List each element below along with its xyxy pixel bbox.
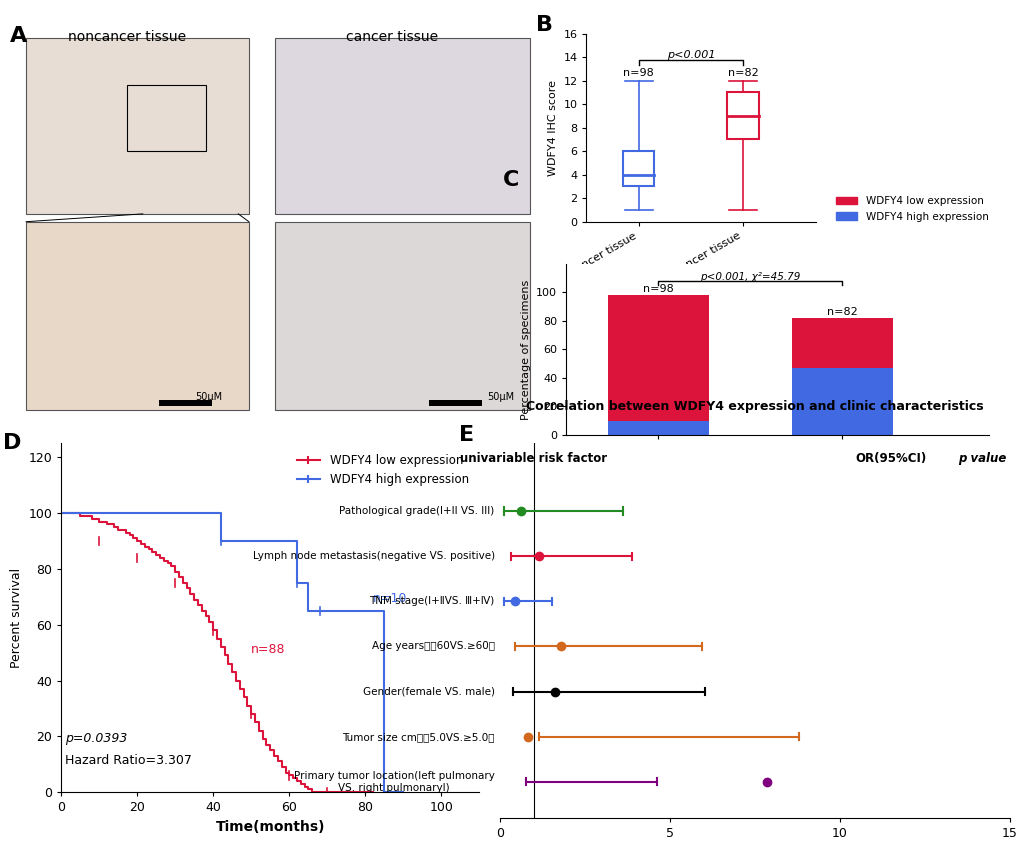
Text: Lymph node metastasis(negative VS. positive): Lymph node metastasis(negative VS. posit… — [253, 551, 494, 561]
Legend: WDFY4 low expression, WDFY4 high expression: WDFY4 low expression, WDFY4 high express… — [291, 449, 473, 491]
Text: n=82: n=82 — [826, 307, 857, 317]
Bar — [159, 400, 212, 406]
Text: A: A — [10, 26, 28, 46]
Y-axis label: Percentage of specimens: Percentage of specimens — [520, 279, 530, 419]
Bar — [791, 318, 892, 368]
Text: Correlation between WDFY4 expression and clinic characteristics: Correlation between WDFY4 expression and… — [526, 400, 982, 413]
Text: Gender(female VS. male): Gender(female VS. male) — [363, 686, 494, 697]
Bar — [607, 420, 708, 435]
Text: p value: p value — [958, 452, 1006, 466]
Text: Primary tumor location(left pulmonary
VS. right pulmonaryl): Primary tumor location(left pulmonary VS… — [293, 771, 494, 793]
Text: cancer tissue: cancer tissue — [345, 30, 438, 44]
Text: OR(95%CI): OR(95%CI) — [854, 452, 925, 466]
Bar — [429, 400, 482, 406]
Text: p<0.001: p<0.001 — [665, 50, 714, 60]
Text: D: D — [3, 433, 21, 453]
Legend: WDFY4 low expression, WDFY4 high expression: WDFY4 low expression, WDFY4 high express… — [832, 192, 991, 226]
Bar — [623, 152, 653, 187]
Y-axis label: Percent survival: Percent survival — [10, 567, 22, 668]
Text: Age years（＜60VS.≥60）: Age years（＜60VS.≥60） — [371, 641, 494, 652]
Text: B: B — [536, 15, 552, 34]
Text: n=10: n=10 — [373, 592, 407, 605]
Bar — [607, 295, 708, 420]
Text: 50μM: 50μM — [195, 392, 222, 402]
Bar — [791, 368, 892, 435]
Text: TNM stage(I+ⅡVS. Ⅲ+Ⅳ): TNM stage(I+ⅡVS. Ⅲ+Ⅳ) — [369, 597, 494, 606]
X-axis label: Time(months): Time(months) — [215, 820, 325, 833]
Text: Hazard Ratio=3.307: Hazard Ratio=3.307 — [65, 754, 192, 767]
Text: univariable risk factor: univariable risk factor — [460, 452, 606, 466]
Bar — [727, 92, 758, 139]
Text: p<0.001, χ²=45.79: p<0.001, χ²=45.79 — [699, 271, 800, 282]
Text: C: C — [502, 170, 519, 190]
Text: n=98: n=98 — [623, 68, 653, 78]
Text: Pathological grade(I+II VS. III): Pathological grade(I+II VS. III) — [339, 506, 494, 516]
Y-axis label: WDFY4 IHC score: WDFY4 IHC score — [547, 80, 557, 176]
Text: E: E — [459, 424, 474, 444]
Text: n=98: n=98 — [642, 284, 673, 294]
Text: p=0.0393: p=0.0393 — [65, 732, 127, 745]
Text: Tumor size cm（＜5.0VS.≥5.0）: Tumor size cm（＜5.0VS.≥5.0） — [341, 732, 494, 741]
Text: noncancer tissue: noncancer tissue — [67, 30, 185, 44]
Text: n=88: n=88 — [251, 642, 285, 655]
Text: 50μM: 50μM — [486, 392, 514, 402]
Text: n=82: n=82 — [727, 68, 757, 78]
